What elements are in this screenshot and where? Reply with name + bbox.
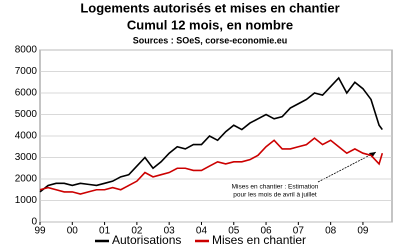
annotation-arrow	[317, 151, 377, 183]
arrow-head	[369, 152, 376, 158]
y-tick-label: 2000	[15, 174, 38, 185]
series-line	[39, 76, 383, 193]
x-tick-label: 05	[228, 226, 240, 237]
y-tick-label: 6000	[15, 88, 38, 99]
y-tick-label: 0	[31, 217, 37, 228]
x-tick-label: 99	[34, 226, 46, 237]
x-tick-label: 06	[260, 226, 272, 237]
series-line	[39, 137, 384, 195]
x-tick-label: 03	[164, 226, 176, 237]
y-tick-label: 4000	[15, 131, 38, 142]
y-tick-label: 7000	[15, 66, 38, 77]
legend-label: Autorisations	[112, 233, 181, 247]
x-tick-label: 00	[67, 226, 79, 237]
chart-subtitle: Cumul 12 mois, en nombre	[127, 17, 293, 32]
x-tick-label: 01	[99, 226, 111, 237]
y-tick-label: 8000	[15, 45, 38, 56]
y-tick-label: 3000	[15, 152, 38, 163]
annotation: Mises en chantier : Estimation	[232, 184, 319, 191]
x-tick-label: 02	[131, 226, 143, 237]
x-tick-label: 09	[357, 226, 369, 237]
x-tick-label: 07	[293, 226, 305, 237]
chart-source: Sources : SOeS, corse-economie.eu	[133, 35, 288, 45]
x-tick-label: 08	[325, 226, 337, 237]
legend-label: Mises en chantier	[212, 233, 306, 247]
chart-title: Logements autorisés et mises en chantier	[80, 0, 339, 15]
y-tick-label: 1000	[15, 195, 38, 206]
annotation: pour les mois de avril à juillet	[233, 192, 317, 199]
y-tick-label: 5000	[15, 109, 38, 120]
x-tick-label: 04	[196, 226, 208, 237]
